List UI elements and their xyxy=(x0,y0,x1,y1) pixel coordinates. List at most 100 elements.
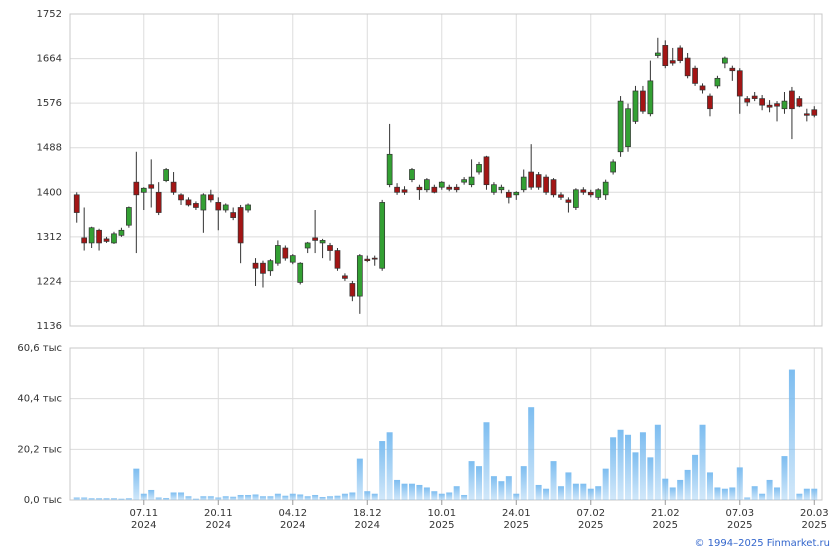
x-tick-label: 04.12 xyxy=(278,508,307,519)
candle-body xyxy=(722,57,728,64)
candle-body xyxy=(282,247,289,259)
candle-body xyxy=(148,184,155,189)
volume-bar xyxy=(654,424,661,500)
candle-body xyxy=(781,100,788,110)
volume-bar xyxy=(751,486,758,500)
candle-body xyxy=(491,184,497,193)
volume-bar xyxy=(528,407,535,500)
volume-bar xyxy=(438,493,445,500)
volume-bar xyxy=(639,432,646,500)
candle-body xyxy=(766,104,773,108)
x-tick-label: 20.11 xyxy=(204,508,233,519)
candle-body xyxy=(692,67,698,84)
volume-bar xyxy=(259,496,266,500)
candle-body xyxy=(431,186,438,193)
volume-bar xyxy=(200,496,207,500)
y-tick-label: 1576 xyxy=(37,98,62,109)
candle-body xyxy=(535,174,542,188)
candle-body xyxy=(297,262,304,283)
candle-body xyxy=(409,169,415,180)
volume-bar xyxy=(349,492,356,500)
x-tick-year: 2025 xyxy=(429,520,454,531)
volume-bar xyxy=(408,483,415,500)
x-tick-label: 18.12 xyxy=(353,508,382,519)
candle-body xyxy=(230,212,237,218)
candle-body xyxy=(386,153,393,186)
volume-bar xyxy=(148,489,155,500)
volume-bar xyxy=(706,472,713,500)
volume-bar xyxy=(699,424,706,500)
volume-bar xyxy=(632,452,639,500)
volume-bar xyxy=(341,493,348,500)
candle-body xyxy=(654,52,661,56)
volume-bar xyxy=(803,488,810,500)
x-tick-year: 2025 xyxy=(727,520,752,531)
volume-bar xyxy=(669,487,676,500)
volume-bar xyxy=(729,487,736,500)
candle-body xyxy=(513,191,520,196)
candle-body xyxy=(595,189,602,198)
candle-body xyxy=(260,262,266,274)
volume-bar xyxy=(505,476,512,500)
candle-body xyxy=(699,85,706,91)
candle-body xyxy=(520,176,527,191)
candle-body xyxy=(714,77,721,87)
candle-body xyxy=(73,194,80,213)
volume-bar xyxy=(140,493,147,500)
grid xyxy=(70,13,822,501)
volume-bar xyxy=(796,493,803,500)
candle-body xyxy=(401,189,408,193)
volume-bar xyxy=(81,497,88,500)
candle-body xyxy=(558,194,564,198)
volume-bar xyxy=(602,468,609,500)
volume-bar xyxy=(461,494,468,500)
volume-bar xyxy=(163,497,170,500)
candle-body xyxy=(632,90,639,122)
candle-body xyxy=(312,237,318,241)
candle-body xyxy=(476,164,482,173)
candle-body xyxy=(461,179,467,183)
candle-body xyxy=(334,250,341,269)
candle-body xyxy=(550,179,557,196)
x-tick-label: 24.01 xyxy=(502,508,531,519)
volume-bar xyxy=(416,484,423,500)
y-tick-label: 1400 xyxy=(37,187,62,198)
candle-body xyxy=(103,238,110,242)
y-tick-label: 0,0 тыс xyxy=(24,495,62,506)
x-tick-year: 2025 xyxy=(504,520,529,531)
candle-body xyxy=(155,191,162,213)
volume-bar xyxy=(535,484,542,500)
candle-body xyxy=(498,186,505,191)
volume-bar xyxy=(736,467,743,500)
candle-body xyxy=(207,194,214,201)
volume-bar xyxy=(237,494,244,500)
volume-bar xyxy=(386,432,393,500)
candle-body xyxy=(140,187,147,193)
candle-body xyxy=(245,204,251,211)
volume-bar xyxy=(185,496,192,500)
candle-body xyxy=(96,229,102,244)
volume-bar xyxy=(274,493,281,500)
candle-body xyxy=(356,255,363,297)
candle-body xyxy=(424,179,430,191)
candle-body xyxy=(438,181,445,188)
candle-body xyxy=(744,98,751,103)
candle-body xyxy=(625,108,631,148)
volume-bar xyxy=(252,494,259,500)
volume-bar xyxy=(230,496,237,500)
x-tick-year: 2024 xyxy=(355,520,380,531)
candle-body xyxy=(669,60,676,64)
y-tick-label: 60,6 тыс xyxy=(17,343,62,354)
volume-bar xyxy=(245,494,252,500)
candle-body xyxy=(580,189,587,193)
copyright: © 1994–2025 Finmarket.ru xyxy=(694,538,830,549)
x-tick-label: 20.03 xyxy=(800,508,829,519)
volume-bar xyxy=(170,492,177,500)
candle-body xyxy=(371,257,378,260)
candle-body xyxy=(759,98,765,106)
volume-bar xyxy=(759,493,766,500)
volume-bar xyxy=(304,496,311,500)
candle-body xyxy=(88,227,95,244)
candle-body xyxy=(505,191,512,198)
volume-bar xyxy=(371,493,378,500)
